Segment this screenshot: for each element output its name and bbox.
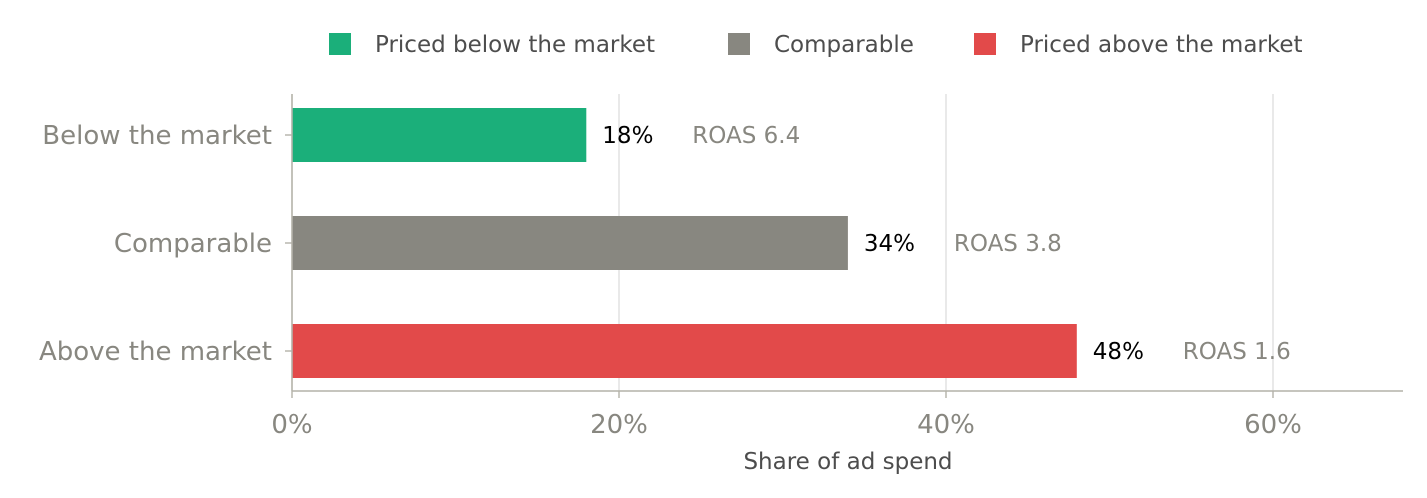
x-tick-label-3: 60% [1244, 410, 1302, 440]
roas-annotation-1: ROAS 3.8 [954, 231, 1062, 257]
bar-comparable [292, 216, 848, 270]
x-tick-label-1: 20% [590, 410, 648, 440]
legend-swatch-1 [728, 33, 750, 55]
category-label-2: Above the market [39, 337, 272, 367]
x-axis-label: Share of ad spend [743, 449, 952, 475]
legend-swatch-0 [329, 33, 351, 55]
x-tick-label-0: 0% [271, 410, 312, 440]
roas-annotation-2: ROAS 1.6 [1183, 339, 1291, 365]
legend-label-2: Priced above the market [1020, 32, 1303, 58]
legend-label-1: Comparable [774, 32, 914, 58]
category-label-1: Comparable [114, 229, 272, 259]
value-label-0: 18% [602, 123, 653, 149]
category-labels: Below the market Comparable Above the mark… [39, 121, 292, 367]
bar-above-the-market [292, 324, 1077, 378]
legend: Priced below the market Comparable Priced … [329, 32, 1303, 58]
legend-swatch-2 [974, 33, 996, 55]
value-label-2: 48% [1093, 339, 1144, 365]
bar-below-the-market [292, 108, 587, 162]
roas-annotation-0: ROAS 6.4 [692, 123, 800, 149]
value-label-1: 34% [864, 231, 915, 257]
value-labels: 18% ROAS 6.4 34% ROAS 3.8 48% ROAS 1.6 [602, 123, 1290, 365]
category-label-0: Below the market [42, 121, 272, 151]
legend-label-0: Priced below the market [375, 32, 655, 58]
bars [292, 108, 1077, 378]
x-tick-label-2: 40% [917, 410, 975, 440]
x-ticks: 0% 20% 40% 60% [271, 391, 1302, 440]
